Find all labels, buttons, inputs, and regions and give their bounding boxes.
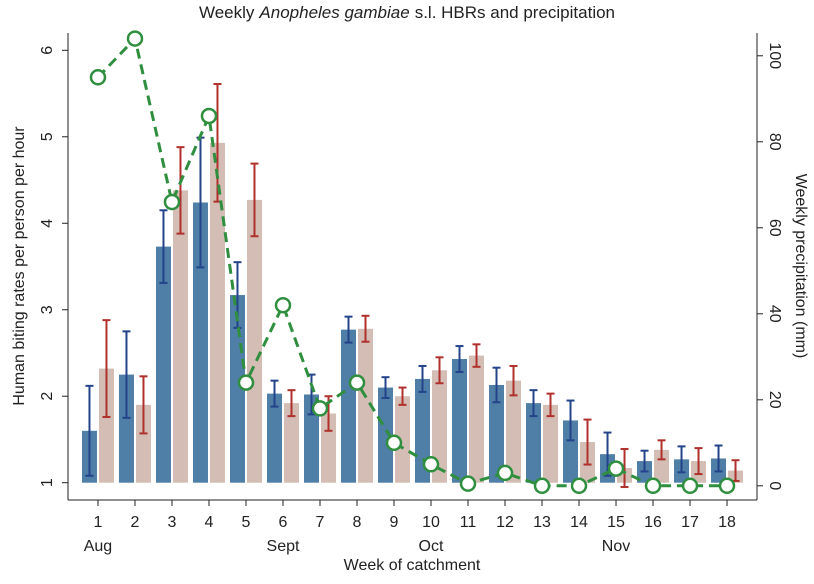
month-label: Oct [419,538,444,555]
x-tick-label: 13 [533,514,551,531]
x-tick-label: 18 [718,514,736,531]
y-tick-label: 2 [39,392,56,401]
x-tick-label: 1 [94,514,103,531]
precip-point [533,477,551,495]
x-tick-label: 16 [644,514,662,531]
y2-tick-label: 0 [766,481,783,490]
bar [172,190,188,483]
bar [229,295,245,483]
precip-point [570,477,588,495]
bar [357,328,373,483]
chart-title: Weekly Anopheles gambiae s.l. HBRs and pre… [199,3,615,22]
bar [563,420,579,483]
precip-point [422,456,440,473]
bar [543,404,559,483]
precip-point [496,464,514,482]
x-tick-label: 9 [390,514,399,531]
precip-line [96,35,728,488]
y2-tick-label: 80 [766,133,783,151]
x-tick-label: 4 [205,514,214,531]
bar [246,199,262,483]
precip-point [89,69,107,86]
title-prefix: Weekly [199,3,255,22]
bar [526,403,542,483]
bar [266,393,282,483]
bar [283,403,299,483]
x-tick-label: 14 [570,514,588,531]
precip-point [681,477,699,495]
bar [377,387,393,483]
bar [489,384,505,483]
x-tick-label: 3 [168,514,177,531]
y-tick-label: 1 [39,478,56,487]
bar [506,380,522,483]
x-tick-label: 17 [681,514,699,531]
x-tick-label: 10 [422,514,440,531]
bar [192,202,208,483]
bar [452,359,468,483]
y2-tick-label: 100 [766,42,783,69]
y-tick-label: 4 [39,219,56,228]
y2-tick-label: 40 [766,305,783,323]
precip-point [163,193,181,211]
precip-point [348,374,366,391]
bar [469,355,485,483]
precip-point [311,400,329,417]
bar [155,246,171,483]
precip-point [126,30,144,47]
bar [340,329,356,483]
bar [394,396,410,483]
x-tick-label: 8 [353,514,362,531]
x-tick-label: 15 [607,514,625,531]
precip-point [237,374,255,391]
y2-tick-label: 20 [766,391,783,409]
bar [303,394,319,483]
x-tick-label: 5 [242,514,251,531]
x-tick-label: 11 [460,514,477,531]
x-tick-label: 6 [279,514,288,531]
precip-point [644,477,662,495]
title-italic: Anopheles gambiae [258,3,409,22]
bar [432,370,448,483]
bar [118,374,134,483]
x-tick-label: 12 [496,514,514,531]
bar [209,142,225,483]
month-label: Aug [84,538,112,555]
precip-point [200,107,218,125]
precip-point [274,296,292,314]
title-suffix: s.l. HBRs and precipitation [415,3,615,22]
precip-point [607,460,625,477]
y-tick-label: 3 [39,305,56,314]
x-tick-label: 7 [316,514,325,531]
precip-point [385,434,403,452]
y2-tick-label: 60 [766,219,783,237]
precip-point [459,475,477,492]
precip-point [718,477,736,495]
y2-axis-label: Weekly precipitation (mm) [792,174,809,359]
y-tick-label: 5 [39,132,56,141]
bar [135,404,151,483]
bar [415,378,431,483]
bar [98,368,114,483]
month-label: Sept [267,538,300,555]
month-label: Nov [602,538,630,555]
bar [654,449,670,483]
x-tick-label: 2 [131,514,140,531]
x-axis-label: Week of catchment [344,557,481,574]
y-axis-label: Human biting rates per person per hour [11,126,28,406]
y-tick-label: 6 [39,46,56,55]
